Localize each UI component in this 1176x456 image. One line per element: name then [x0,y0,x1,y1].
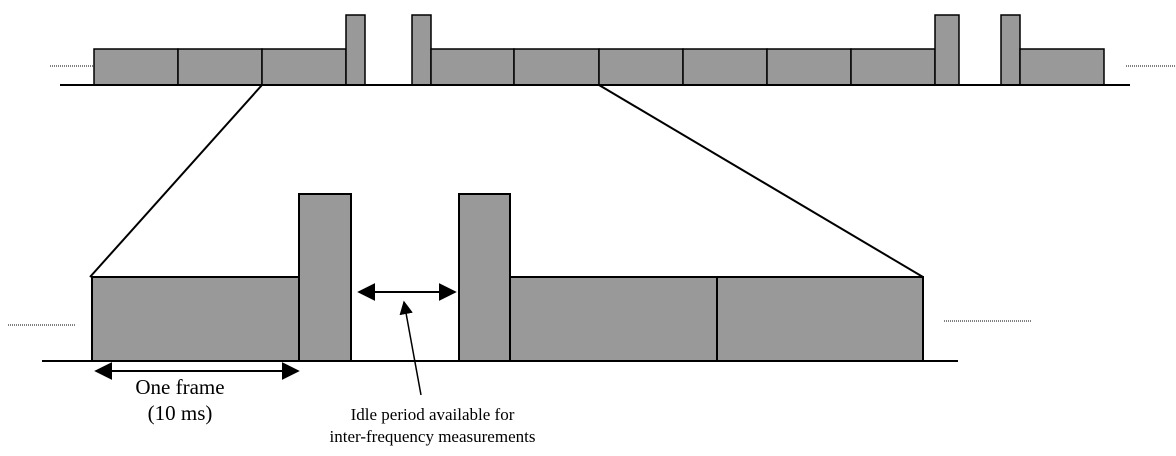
bottom-burst-1 [298,193,352,362]
idle-pointer-arrow [399,300,422,396]
bottom-frame-3 [716,276,924,362]
idle-period-label: Idle period available for inter-frequenc… [300,404,565,448]
top-burst-1 [345,14,366,86]
top-frame-10 [1019,48,1105,86]
top-timeline [50,14,1176,86]
zoom-line-right [598,84,924,278]
top-burst-4 [1000,14,1021,86]
zoom-connectors [89,84,924,278]
top-frame-1 [93,48,179,86]
frame-label-line2: (10 ms) [147,401,213,425]
top-frame-9 [850,48,936,86]
top-frame-4 [430,48,515,86]
idle-label-line2: inter-frequency measurements [329,427,536,446]
top-frame-2 [177,48,263,86]
top-frame-8 [766,48,852,86]
top-burst-2 [411,14,432,86]
top-frame-7 [682,48,768,86]
zoom-line-left [89,84,263,278]
top-frame-6 [598,48,684,86]
idle-label-line1: Idle period available for [350,405,515,424]
bottom-frame-1 [91,276,300,362]
bottom-timeline [8,193,1032,362]
top-burst-3 [934,14,960,86]
frame-duration-label: One frame (10 ms) [95,374,265,426]
bottom-frame-2 [509,276,718,362]
frame-label-line1: One frame [135,375,225,399]
annotation-arrows [94,283,457,396]
top-frame-5 [513,48,600,86]
bottom-burst-2 [458,193,511,362]
top-frame-3 [261,48,347,86]
